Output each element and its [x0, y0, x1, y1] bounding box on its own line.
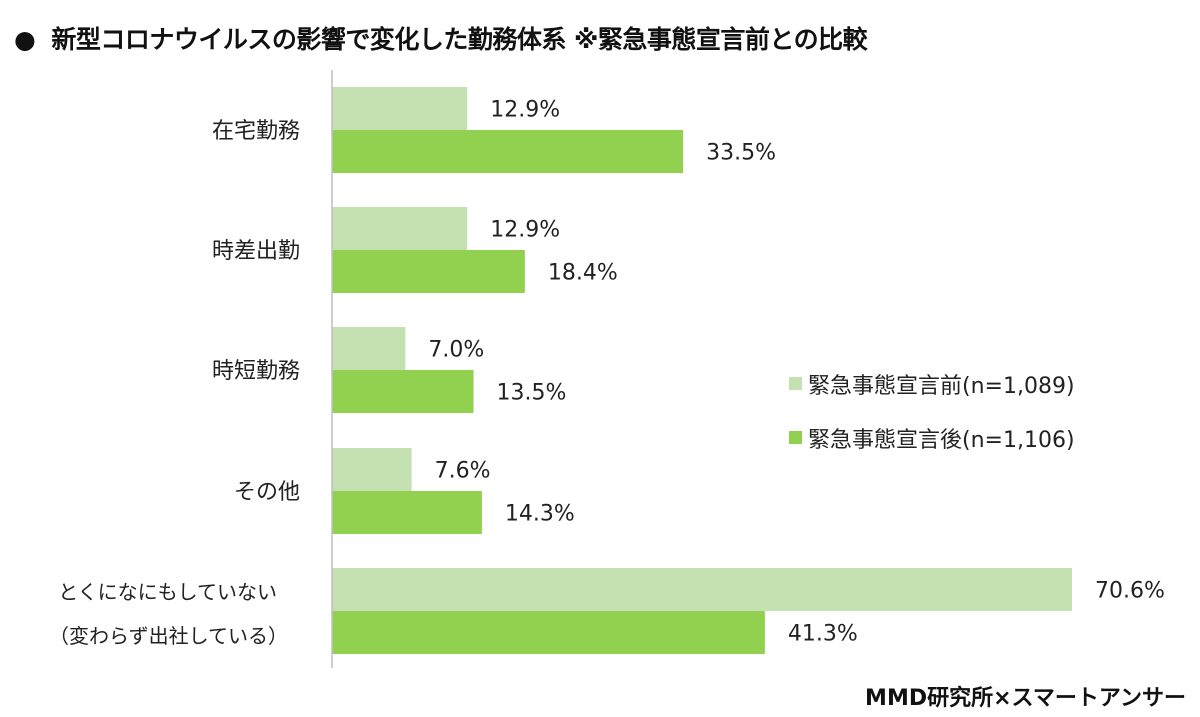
- chart-title-text: 新型コロナウイルスの影響で変化した勤務体系 ※緊急事態宣言前との比較: [51, 25, 868, 54]
- bar-before: [332, 87, 468, 130]
- bar-before: [332, 207, 468, 250]
- data-label: 12.9%: [490, 218, 560, 243]
- bar-before: [332, 327, 406, 370]
- bar-after: [332, 250, 525, 293]
- bar-after: [332, 611, 765, 654]
- legend-label: 緊急事態宣言後(n=1,106): [808, 428, 1075, 453]
- legend-swatch-after: [789, 431, 802, 444]
- bar-before: [332, 568, 1072, 611]
- data-label: 12.9%: [490, 98, 560, 123]
- category-label: （変わらず出社している）: [49, 624, 288, 648]
- data-label: 33.5%: [706, 141, 776, 166]
- data-label: 70.6%: [1095, 579, 1165, 604]
- source-credit: MMD研究所×スマートアンサー: [865, 686, 1186, 711]
- data-label: 41.3%: [788, 622, 858, 647]
- bar-after: [332, 370, 474, 413]
- data-label: 14.3%: [505, 502, 575, 527]
- legend-swatch-before: [789, 377, 802, 390]
- data-label: 18.4%: [548, 261, 618, 286]
- category-label: その他: [234, 480, 300, 505]
- category-label: とくになにもしていない: [58, 580, 277, 604]
- chart-title: ● 新型コロナウイルスの影響で変化した勤務体系 ※緊急事態宣言前との比較: [14, 20, 868, 56]
- bar-after: [332, 130, 684, 173]
- bar-before: [332, 448, 412, 491]
- category-label: 在宅勤務: [212, 119, 300, 144]
- bar-after: [332, 491, 482, 534]
- category-label: 時差出勤: [212, 239, 300, 264]
- legend-label: 緊急事態宣言前(n=1,089): [808, 374, 1075, 399]
- data-label: 7.6%: [435, 459, 491, 484]
- data-label: 7.0%: [428, 338, 484, 363]
- data-label: 13.5%: [497, 381, 567, 406]
- category-label: 時短勤務: [212, 359, 300, 384]
- bullet-icon: ●: [14, 25, 36, 54]
